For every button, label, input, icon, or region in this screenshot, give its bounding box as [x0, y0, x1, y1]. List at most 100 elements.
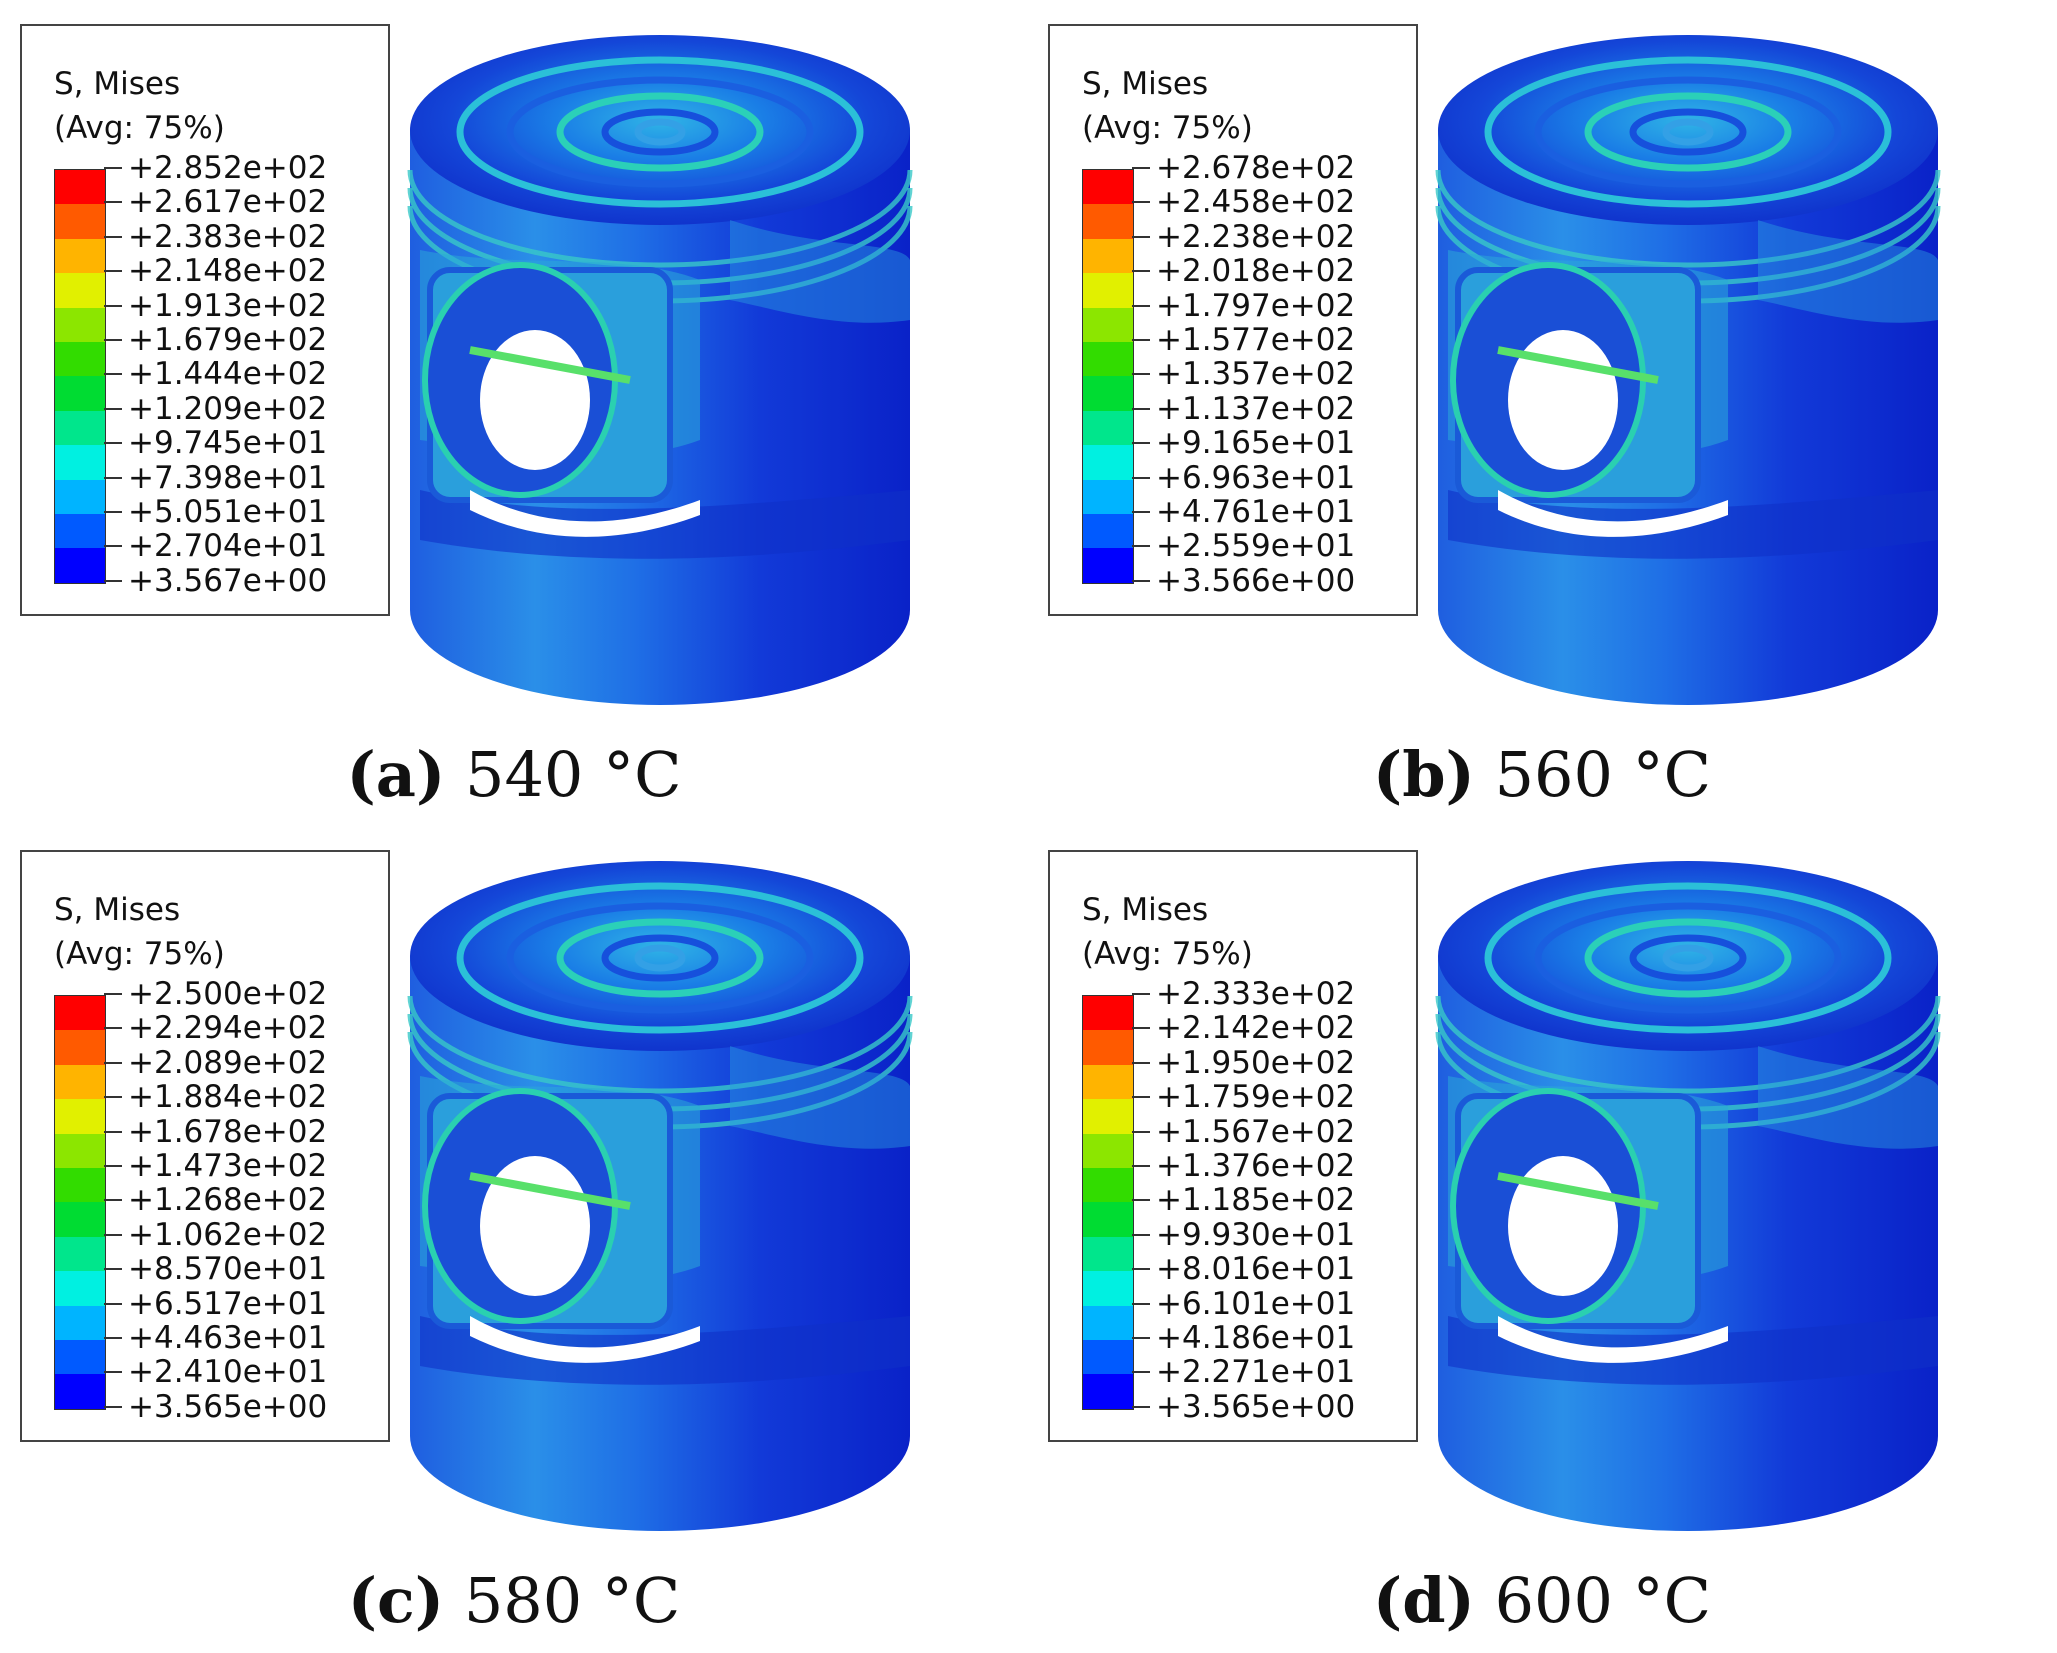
legend-tick-label: +2.559e+01 [1156, 528, 1356, 565]
caption-label: (a) [346, 738, 446, 811]
legend-tick-mark [104, 1130, 122, 1133]
caption-label: (b) [1372, 738, 1475, 811]
panel-d: S, Mises (Avg: 75%) +2.333e+02 +2.142e+02 +1… [1028, 826, 2056, 1652]
legend-tick-label: +1.759e+02 [1156, 1079, 1356, 1116]
legend-swatch [55, 548, 105, 583]
legend-swatch [1083, 445, 1133, 480]
legend-swatch [55, 273, 105, 308]
legend-tick-mark [1132, 1130, 1150, 1133]
skirt-cutout [470, 490, 700, 537]
legend-tick-mark [1132, 1371, 1150, 1374]
caption-temperature: 600 °C [1474, 1564, 1712, 1637]
skirt-cutout [1498, 490, 1728, 537]
legend-tick-label: +1.376e+02 [1156, 1147, 1356, 1184]
legend-tick-label: +4.463e+01 [128, 1319, 328, 1356]
legend-swatch [55, 1271, 105, 1306]
legend-swatch [55, 376, 105, 411]
legend-tick-label: +2.089e+02 [128, 1044, 328, 1081]
panel-c: S, Mises (Avg: 75%) +2.500e+02 +2.294e+02 +2… [0, 826, 1028, 1652]
legend-tick-mark [104, 1027, 122, 1030]
legend-tick-mark [104, 579, 122, 582]
legend-tick-mark [1132, 545, 1150, 548]
legend-tick-mark [1132, 1405, 1150, 1408]
legend-swatch [55, 1099, 105, 1134]
legend-swatch [1083, 513, 1133, 549]
legend-tick-label: +1.473e+02 [128, 1147, 328, 1184]
stress-region [1758, 1046, 1938, 1149]
stress-region [730, 1046, 910, 1149]
legend-title-line2: (Avg: 75%) [1082, 110, 1253, 146]
legend-tick-label: +2.852e+02 [128, 150, 328, 186]
legend-tick-label: +9.930e+01 [1156, 1216, 1356, 1253]
legend-swatch [1083, 376, 1133, 411]
legend-tick-mark [1132, 510, 1150, 513]
legend-swatch [55, 996, 105, 1031]
piston-crown [1438, 861, 1938, 1051]
legend-tick-label: +3.565e+00 [1156, 1388, 1356, 1425]
legend-tick-label: +1.567e+02 [1156, 1113, 1356, 1150]
legend-color-bar [1082, 169, 1134, 584]
legend-swatch [55, 1202, 105, 1237]
legend-tick-mark [104, 510, 122, 513]
legend-tick-mark [1132, 476, 1150, 479]
legend-title-line1: S, Mises [1082, 66, 1209, 102]
caption-label: (d) [1372, 1564, 1475, 1637]
legend-swatch [1083, 548, 1133, 583]
crown-ring [1662, 118, 1714, 146]
piston-crown [410, 861, 910, 1051]
legend-title-line2: (Avg: 75%) [54, 936, 225, 972]
legend-tick-mark [1132, 1027, 1150, 1030]
legend-swatch [55, 170, 105, 205]
piston-crown [1438, 35, 1938, 225]
legend-tick-label: +9.165e+01 [1156, 425, 1356, 462]
legend-tick-label: +2.333e+02 [1156, 976, 1356, 1012]
ring-groove [407, 995, 913, 1094]
ring-groove [1435, 995, 1941, 1094]
legend-tick-label: +4.761e+01 [1156, 493, 1356, 530]
stress-legend: S, Mises (Avg: 75%) +2.333e+02 +2.142e+02 +1… [1048, 850, 1418, 1442]
legend-color-bar [1082, 995, 1134, 1410]
panel-caption: (d) 600 °C [1028, 1561, 2056, 1641]
legend-tick-mark [1132, 1096, 1150, 1099]
legend-tick-mark [104, 201, 122, 204]
legend-tick-label: +6.517e+01 [128, 1285, 328, 1322]
legend-tick-label: +8.016e+01 [1156, 1251, 1356, 1288]
legend-swatch [55, 1339, 105, 1375]
crown-ring [1662, 944, 1714, 972]
legend-swatch [1083, 479, 1133, 514]
legend-tick-label: +1.062e+02 [128, 1216, 328, 1253]
legend-swatch [1083, 1167, 1133, 1203]
piston-crown [410, 35, 910, 225]
legend-tick-mark [1132, 442, 1150, 445]
legend-swatch [1083, 1236, 1133, 1272]
piston-render [1435, 35, 1941, 705]
legend-tick-mark [1132, 373, 1150, 376]
skirt-cutout [1498, 1316, 1728, 1363]
legend-tick-mark [1132, 1268, 1150, 1271]
legend-tick-mark [104, 373, 122, 376]
skirt-cutout [470, 1316, 700, 1363]
legend-title: S, Mises (Avg: 75%) [1082, 888, 1253, 976]
legend-swatch [1083, 1064, 1133, 1100]
legend-tick-mark [104, 476, 122, 479]
legend-tick-label: +2.458e+02 [1156, 184, 1356, 221]
crown-ring [1629, 934, 1747, 982]
legend-swatch [55, 307, 105, 342]
legend-tick-label: +2.294e+02 [128, 1010, 328, 1047]
legend-tick-label: +6.101e+01 [1156, 1285, 1356, 1322]
legend-tick-mark [104, 235, 122, 238]
legend-swatch [1083, 1305, 1133, 1340]
legend-tick-label: +7.398e+01 [128, 459, 328, 496]
stress-line [469, 1172, 631, 1210]
legend-swatch [55, 204, 105, 239]
stress-region [1758, 220, 1938, 323]
legend-swatch [55, 410, 105, 446]
legend-tick-mark [104, 442, 122, 445]
legend-tick-label: +2.271e+01 [1156, 1354, 1356, 1391]
legend-tick-label: +2.704e+01 [128, 528, 328, 565]
caption-temperature: 540 °C [445, 738, 682, 811]
legend-tick-label: +3.566e+00 [1156, 562, 1356, 599]
piston-render [407, 861, 913, 1531]
legend-tick-mark [1132, 201, 1150, 204]
legend-tick-mark [1132, 304, 1150, 307]
